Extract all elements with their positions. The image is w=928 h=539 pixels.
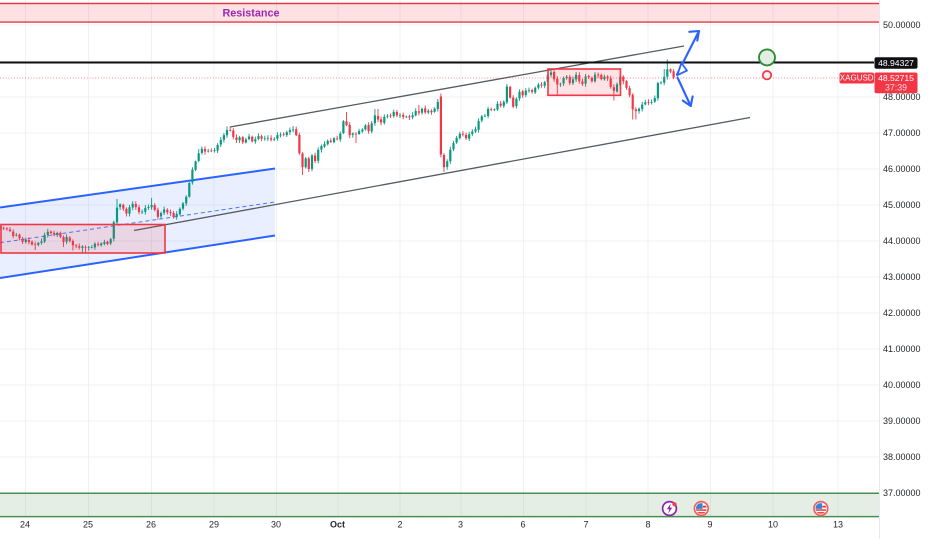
svg-text:8: 8 <box>645 520 650 530</box>
svg-text:3: 3 <box>458 520 463 530</box>
svg-text:46.00000: 46.00000 <box>883 164 921 174</box>
svg-text:13: 13 <box>833 520 843 530</box>
svg-text:26: 26 <box>146 520 156 530</box>
svg-text:47.00000: 47.00000 <box>883 128 921 138</box>
svg-text:48.00000: 48.00000 <box>883 92 921 102</box>
svg-text:37:39: 37:39 <box>885 83 907 93</box>
svg-text:XAGUSD: XAGUSD <box>840 74 874 83</box>
svg-text:10: 10 <box>768 520 778 530</box>
svg-text:7: 7 <box>583 520 588 530</box>
svg-text:38.00000: 38.00000 <box>883 452 921 462</box>
svg-text:24: 24 <box>20 520 30 530</box>
svg-text:6: 6 <box>520 520 525 530</box>
svg-text:40.00000: 40.00000 <box>883 380 921 390</box>
svg-text:37.00000: 37.00000 <box>883 488 921 498</box>
svg-text:48.94327: 48.94327 <box>878 58 914 68</box>
svg-text:48.52715: 48.52715 <box>878 73 914 83</box>
svg-text:42.00000: 42.00000 <box>883 308 921 318</box>
svg-text:39.00000: 39.00000 <box>883 416 921 426</box>
svg-text:45.00000: 45.00000 <box>883 200 921 210</box>
svg-text:43.00000: 43.00000 <box>883 272 921 282</box>
svg-text:29: 29 <box>209 520 219 530</box>
svg-text:44.00000: 44.00000 <box>883 236 921 246</box>
svg-text:25: 25 <box>83 520 93 530</box>
svg-text:Resistance: Resistance <box>222 8 279 20</box>
svg-text:2: 2 <box>397 520 402 530</box>
svg-text:50.00000: 50.00000 <box>883 20 921 30</box>
svg-text:30: 30 <box>271 520 281 530</box>
svg-text:41.00000: 41.00000 <box>883 344 921 354</box>
svg-text:9: 9 <box>707 520 712 530</box>
svg-text:Oct: Oct <box>330 520 345 530</box>
